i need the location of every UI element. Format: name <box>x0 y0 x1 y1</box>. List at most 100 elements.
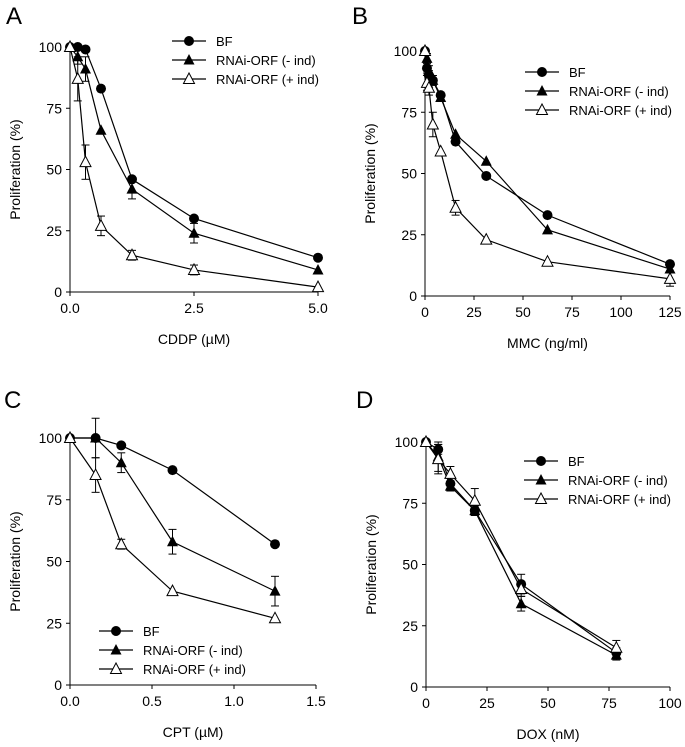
y-tick-label-c: 75 <box>46 492 62 508</box>
y-tick-label-a: 25 <box>46 223 62 239</box>
series-rnai-orf-minus-ind-c <box>64 417 281 607</box>
y-tick-label-d: 0 <box>410 679 418 695</box>
legend-marker <box>536 85 548 96</box>
data-point <box>426 117 440 130</box>
data-point <box>444 480 456 491</box>
series-rnai-orf-plus-ind-c <box>63 430 282 624</box>
y-tick-label-c: 100 <box>39 430 63 446</box>
panel-b: B 0 25 50 75 100 0 25 50 75 100 125 MMC (ng/ml) Prol… <box>352 3 682 351</box>
legend-label: BF <box>143 624 160 639</box>
data-point <box>94 218 108 231</box>
data-point <box>268 611 282 624</box>
data-point <box>126 183 138 194</box>
legend-marker <box>537 67 547 77</box>
y-tick-label-c: 25 <box>46 615 62 631</box>
panel-label-b: B <box>352 3 368 30</box>
data-point <box>63 430 77 443</box>
data-point <box>114 537 128 550</box>
y-tick-label-c: 50 <box>46 554 62 570</box>
data-point <box>515 597 527 609</box>
panel-c: C 0 25 50 75 100 0.0 0.5 1.0 1.5 CPT (µM) Prolifer… <box>4 387 326 740</box>
data-point <box>96 83 106 94</box>
data-point <box>189 213 199 224</box>
series-line <box>70 437 276 545</box>
legend-marker <box>534 491 548 504</box>
legend-marker <box>109 661 123 674</box>
data-point <box>95 124 107 135</box>
y-tick-label-b: 25 <box>401 227 417 243</box>
x-tick-label-d: 100 <box>658 695 682 711</box>
data-point <box>115 456 127 468</box>
x-tick-label-d: 50 <box>540 695 556 711</box>
data-point <box>116 440 127 451</box>
legend-marker <box>111 626 121 636</box>
panel-label-c: C <box>4 387 21 414</box>
legend-label: RNAi-ORF (- ind) <box>216 53 316 68</box>
data-point <box>418 43 432 56</box>
data-point <box>270 539 280 550</box>
y-axis-title-b: Proliferation (%) <box>362 123 378 223</box>
series-bf-b <box>420 46 675 270</box>
y-tick-label-a: 75 <box>46 100 62 116</box>
legend-marker <box>182 71 196 84</box>
data-point <box>542 223 553 235</box>
y-tick-label-b: 75 <box>401 104 417 120</box>
legend-label: RNAi-ORF (- ind) <box>143 643 243 658</box>
data-point <box>90 432 102 443</box>
data-point <box>269 585 281 596</box>
legend-marker <box>535 474 547 485</box>
legend-a: BF RNAi-ORF (- ind) RNAi-ORF (+ ind) <box>172 34 319 87</box>
data-point <box>450 136 461 147</box>
series-rnai-orf-plus-ind-a <box>63 39 325 293</box>
series-line <box>70 437 276 592</box>
panel-a: A 0 25 50 75 100 0.0 2.5 5.0 CDDP (µM) Proliferat… <box>6 3 328 347</box>
data-point <box>166 584 179 597</box>
data-point <box>71 71 85 84</box>
data-point <box>80 44 91 55</box>
data-point <box>434 144 448 157</box>
x-tick-label-d: 0 <box>422 695 430 711</box>
legend-label: RNAi-ORF (- ind) <box>569 84 669 99</box>
data-point <box>479 232 493 245</box>
data-point <box>663 271 677 284</box>
data-point <box>542 210 553 221</box>
y-tick-label-a: 0 <box>54 284 62 300</box>
data-point <box>421 52 433 63</box>
data-point <box>444 466 457 479</box>
x-tick-label-d: 75 <box>601 695 617 711</box>
series-rnai-orf-plus-ind-b <box>418 43 677 287</box>
data-point <box>63 39 77 52</box>
x-axis-title-a: CDDP (µM) <box>158 331 230 347</box>
data-point <box>449 200 462 213</box>
data-point <box>89 467 102 481</box>
series-rnai-orf-minus-ind-b <box>419 45 676 274</box>
legend-label: BF <box>569 65 586 80</box>
data-point <box>541 254 554 267</box>
y-axis-title-d: Proliferation (%) <box>363 514 379 614</box>
data-point <box>431 452 445 465</box>
x-tick-label-c: 1.0 <box>224 693 244 709</box>
legend-label: RNAi-ORF (- ind) <box>568 473 668 488</box>
legend-label: RNAi-ORF (+ ind) <box>143 662 246 677</box>
legend-label: RNAi-ORF (+ ind) <box>569 103 672 118</box>
data-point <box>167 465 178 476</box>
legend-marker <box>535 102 549 115</box>
x-tick-label-a: 0.0 <box>60 300 80 316</box>
legend-d: BF RNAi-ORF (- ind) RNAi-ORF (+ ind) <box>524 454 671 507</box>
x-tick-label-a: 5.0 <box>308 300 328 316</box>
y-axis-title-c: Proliferation (%) <box>7 511 23 611</box>
y-tick-label-d: 50 <box>402 557 418 573</box>
data-point <box>419 434 433 447</box>
data-point <box>80 63 91 74</box>
x-tick-label-b: 75 <box>564 304 580 320</box>
y-tick-label-d: 100 <box>395 434 419 450</box>
legend-marker <box>536 456 546 466</box>
y-tick-label-d: 75 <box>402 495 418 511</box>
y-tick-label-d: 25 <box>402 618 418 634</box>
y-tick-label-b: 100 <box>394 43 418 59</box>
x-tick-label-b: 0 <box>421 304 429 320</box>
series-rnai-orf-plus-ind-d <box>419 434 623 656</box>
legend-b: BF RNAi-ORF (- ind) RNAi-ORF (+ ind) <box>525 65 672 118</box>
y-tick-label-a: 50 <box>46 162 62 178</box>
y-axis-title-a: Proliferation (%) <box>7 119 23 219</box>
